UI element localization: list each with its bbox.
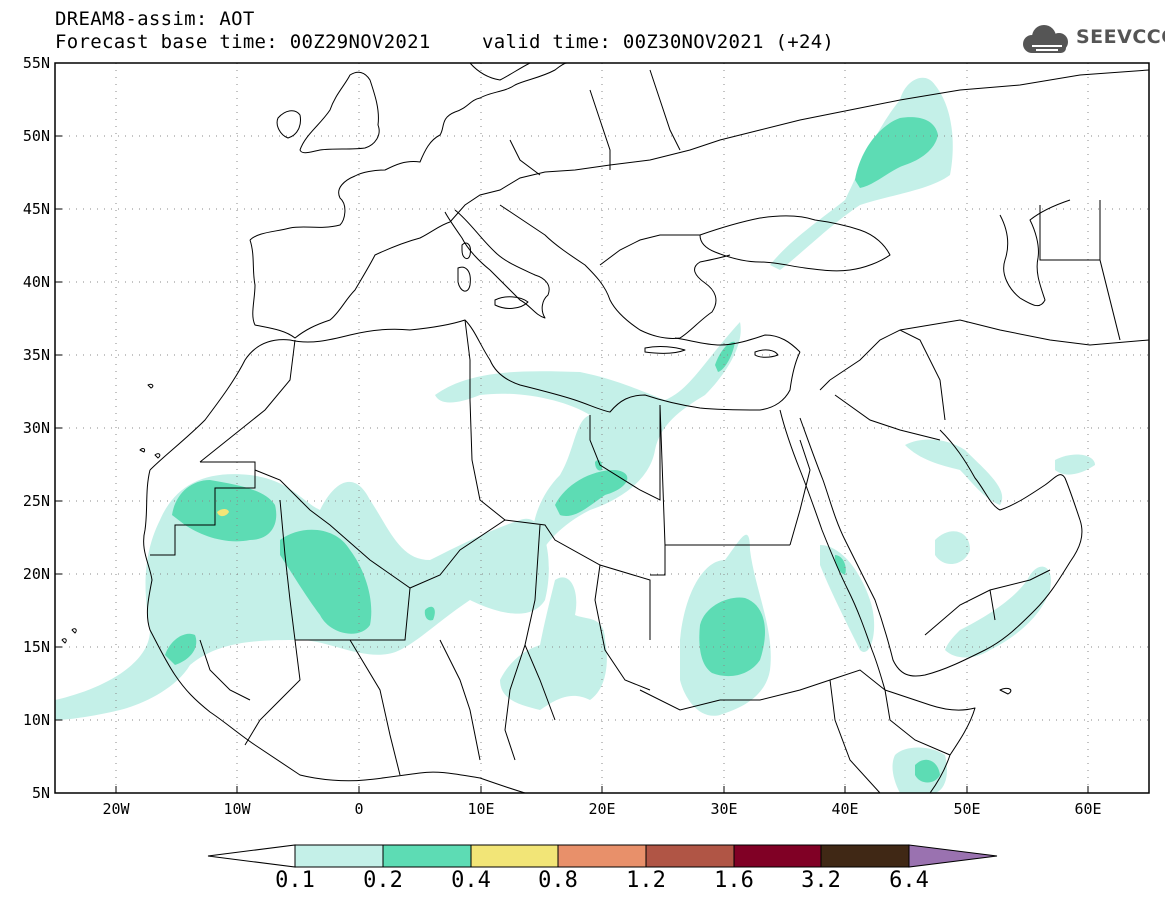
lon-label: 10E — [467, 800, 495, 818]
lon-label: 10W — [223, 800, 251, 818]
colorbar-label: 3.2 — [801, 868, 841, 893]
colorbar-label: 0.8 — [538, 868, 578, 893]
lat-label: 25N — [22, 492, 50, 510]
aot-shading-0.4 — [217, 509, 229, 517]
lon-label: 20E — [588, 800, 616, 818]
lon-label: 0 — [354, 800, 364, 818]
lat-label: 50N — [22, 127, 50, 145]
axis-ticks — [55, 62, 1089, 793]
lon-label: 50E — [953, 800, 981, 818]
lon-label: 30E — [710, 800, 738, 818]
colorbar-label: 6.4 — [889, 868, 929, 893]
lat-label: 35N — [22, 346, 50, 364]
lat-label: 55N — [22, 54, 50, 72]
colorbar-swatch — [820, 844, 910, 868]
lat-label: 30N — [22, 419, 50, 437]
lat-label: 45N — [22, 200, 50, 218]
valid-time: valid time: 00Z30NOV2021 (+24) — [482, 31, 835, 53]
colorbar-swatch — [382, 844, 472, 868]
country-borders — [150, 69, 1149, 793]
colorbar-swatch — [470, 844, 559, 868]
colorbar-label: 1.2 — [626, 868, 666, 893]
lon-label: 40E — [831, 800, 859, 818]
colorbar-label: 1.6 — [714, 868, 754, 893]
lat-label: 40N — [22, 273, 50, 291]
colorbar-low-arrow — [207, 844, 296, 868]
colorbar-swatch — [294, 844, 384, 868]
aot-shading-0.2 — [165, 117, 940, 783]
lat-label: 5N — [31, 784, 50, 802]
logo-text: SEEVCCC — [1076, 26, 1165, 48]
colorbar-label: 0.1 — [275, 868, 315, 893]
forecast-base-time: Forecast base time: 00Z29NOV2021 — [55, 31, 431, 53]
lat-label: 20N — [22, 565, 50, 583]
lat-label: 15N — [22, 638, 50, 656]
colorbar-label: 0.4 — [451, 868, 491, 893]
product-title: DREAM8-assim: AOT — [55, 8, 255, 30]
colorbar-high-arrow — [908, 844, 998, 868]
graticule — [55, 63, 1149, 793]
lon-label: 20W — [102, 800, 130, 818]
lat-label: 10N — [22, 711, 50, 729]
colorbar-swatch — [645, 844, 735, 868]
colorbar-swatch — [557, 844, 647, 868]
colorbar-label: 0.2 — [363, 868, 403, 893]
coastlines — [61, 63, 1083, 793]
colorbar-swatch — [733, 844, 822, 868]
seevccc-logo — [1023, 25, 1068, 53]
lon-label: 60E — [1074, 800, 1102, 818]
